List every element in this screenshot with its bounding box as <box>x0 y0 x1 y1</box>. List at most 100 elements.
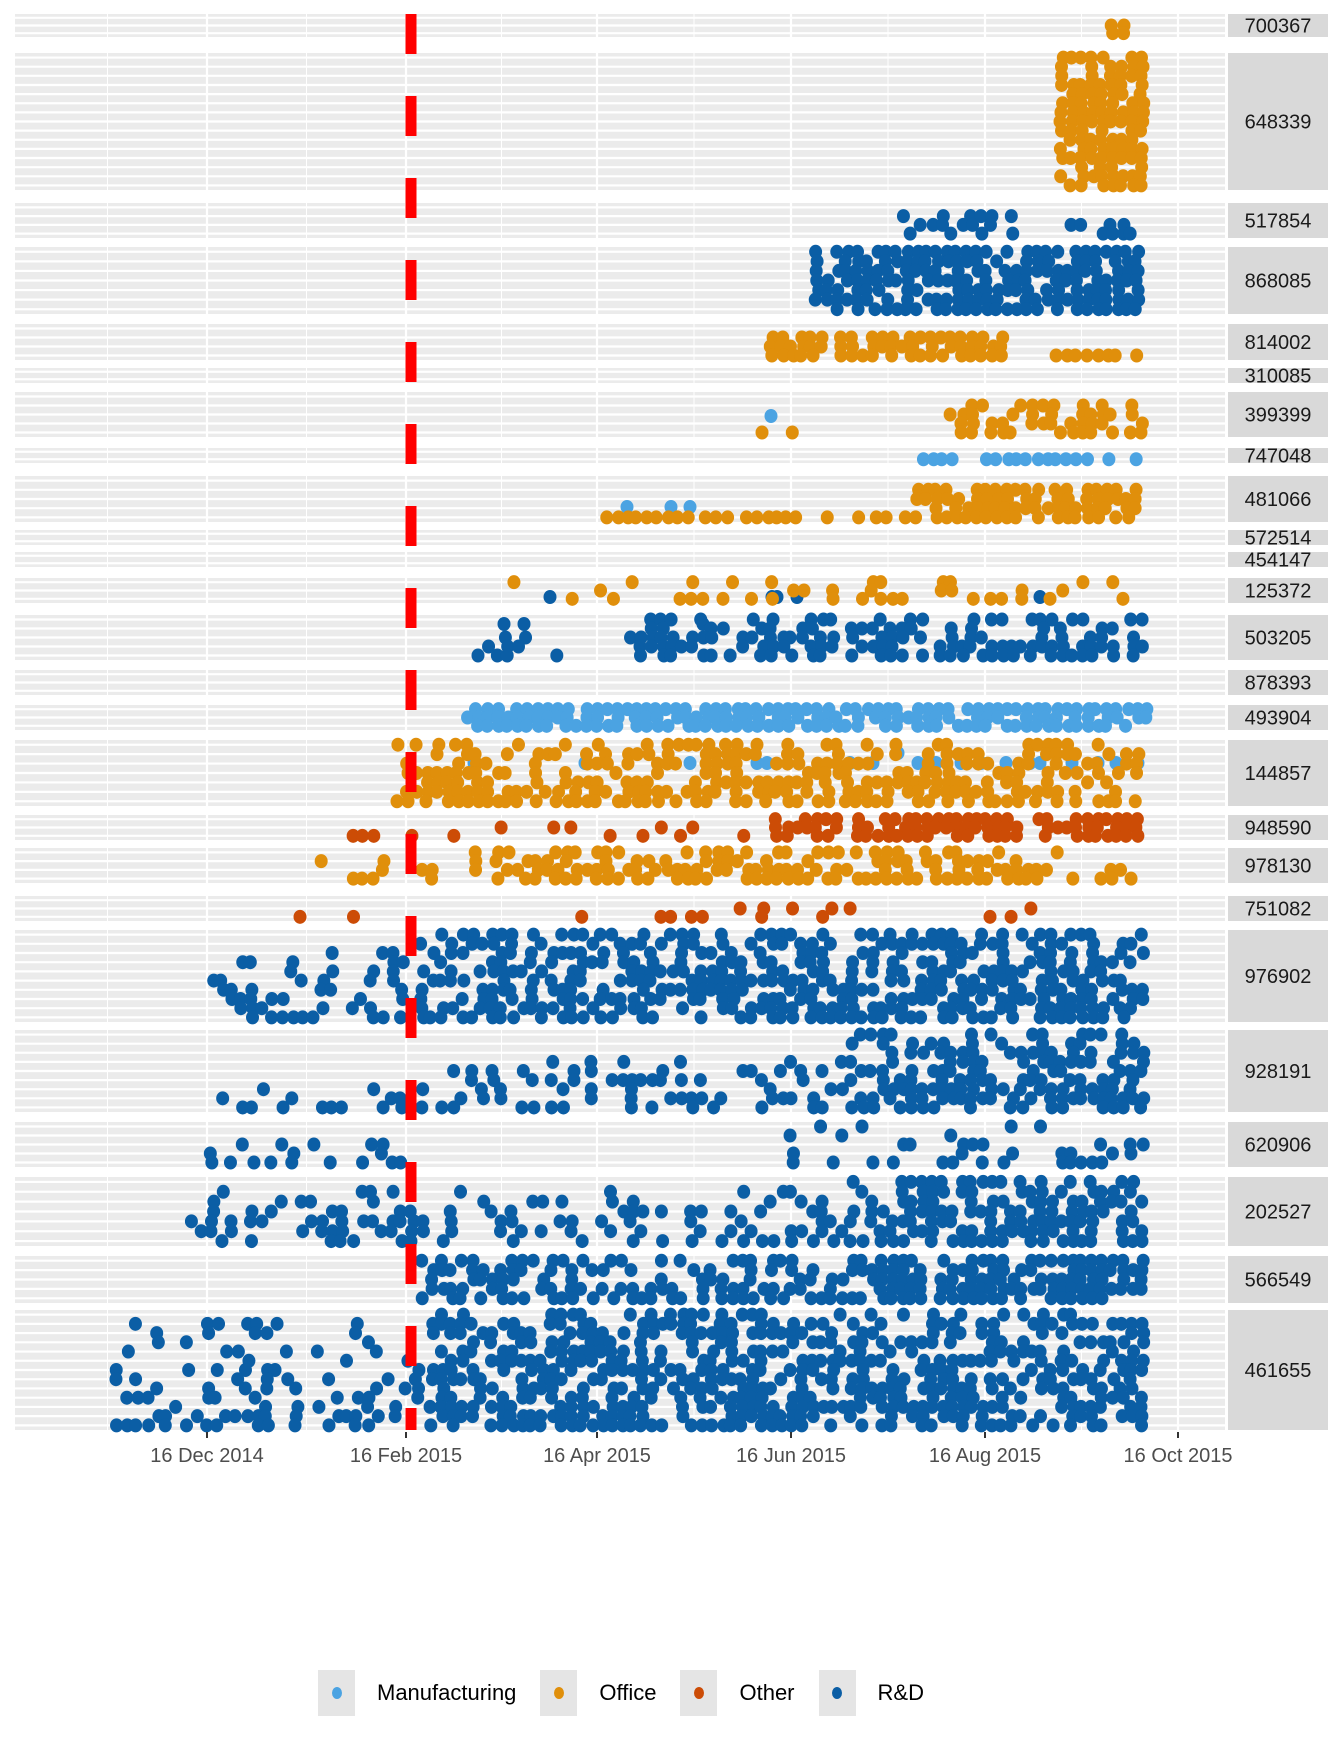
strip-493904: 493904 <box>1228 705 1328 730</box>
points-751082 <box>293 901 1038 924</box>
strip-label: 454147 <box>1245 550 1312 572</box>
strip-620906: 620906 <box>1228 1122 1328 1167</box>
legend-item-office: Office <box>540 1670 674 1716</box>
points-978130 <box>314 845 1138 886</box>
strip-202527: 202527 <box>1228 1177 1328 1246</box>
strip-label: 620906 <box>1245 1135 1312 1157</box>
strip-481066: 481066 <box>1228 476 1328 522</box>
strip-label: 648339 <box>1245 112 1312 134</box>
strip-label: 481066 <box>1245 489 1312 511</box>
points-928191 <box>216 1027 1151 1115</box>
strip-label: 948590 <box>1245 818 1312 840</box>
strip-label: 814002 <box>1245 332 1312 354</box>
legend-item-manufacturing: Manufacturing <box>318 1670 534 1716</box>
panel-700367 <box>15 14 1225 37</box>
x-tick-label: 16 Apr 2015 <box>543 1445 651 1467</box>
panel-454147 <box>15 552 1225 567</box>
strip-label: 700367 <box>1245 16 1312 38</box>
panel-310085 <box>15 368 1225 383</box>
dot-icon <box>693 1687 704 1699</box>
panel-878393 <box>15 670 1225 695</box>
strip-399399: 399399 <box>1228 392 1328 437</box>
strip-517854: 517854 <box>1228 203 1328 238</box>
points-517854 <box>896 209 1137 241</box>
legend: Manufacturing Office Other R&D <box>318 1670 948 1716</box>
dot-icon <box>331 1687 342 1699</box>
strip-label: 503205 <box>1245 628 1312 650</box>
panel-751082 <box>15 896 1225 921</box>
panel-814002 <box>15 324 1225 360</box>
strip-label: 310085 <box>1245 366 1312 388</box>
legend-item-other: Other <box>680 1670 812 1716</box>
x-tick-label: 16 Aug 2015 <box>929 1445 1041 1467</box>
points-481066 <box>600 482 1143 525</box>
strip-label: 125372 <box>1245 581 1312 603</box>
strip-566549: 566549 <box>1228 1256 1328 1303</box>
legend-key <box>818 1670 856 1716</box>
strip-label: 868085 <box>1245 271 1312 293</box>
strip-label: 978130 <box>1245 856 1312 878</box>
strip-label: 461655 <box>1245 1360 1312 1382</box>
legend-key <box>540 1670 578 1716</box>
x-tick-label: 16 Dec 2014 <box>150 1445 263 1467</box>
panel-648339 <box>15 53 1225 190</box>
legend-label: Other <box>739 1680 795 1705</box>
strip-751082: 751082 <box>1228 896 1328 921</box>
strip-125372: 125372 <box>1228 578 1328 603</box>
points-202527 <box>184 1174 1149 1249</box>
panel-572514 <box>15 530 1225 545</box>
strip-label: 493904 <box>1245 708 1312 730</box>
panel-517854 <box>15 203 1225 238</box>
strip-700367: 700367 <box>1228 14 1328 38</box>
strip-310085: 310085 <box>1228 366 1328 388</box>
legend-key <box>680 1670 718 1716</box>
strip-label: 976902 <box>1245 966 1312 988</box>
data-points <box>109 18 1154 1433</box>
points-700367 <box>1104 18 1131 41</box>
x-tick-label: 16 Feb 2015 <box>350 1445 462 1467</box>
strip-label: 751082 <box>1245 899 1312 921</box>
points-399399 <box>755 398 1149 440</box>
x-tick-label: 16 Oct 2015 <box>1124 1445 1233 1467</box>
points-125372 <box>507 575 1130 606</box>
points-310085 <box>764 409 778 423</box>
strip-label: 566549 <box>1245 1270 1312 1292</box>
points-814002 <box>763 330 1144 363</box>
strip-868085: 868085 <box>1228 247 1328 314</box>
points-648339 <box>1053 50 1151 193</box>
points-620906 <box>203 1119 1150 1170</box>
x-tick-label: 16 Jun 2015 <box>736 1445 846 1467</box>
strip-572514: 572514 <box>1228 528 1328 550</box>
points-144857 <box>390 737 1146 809</box>
legend-label: Manufacturing <box>377 1680 517 1705</box>
x-axis: 16 Dec 2014 16 Feb 2015 16 Apr 2015 16 Jun … <box>150 1432 1232 1467</box>
legend-label: Office <box>599 1680 657 1705</box>
points-566549 <box>415 1253 1150 1306</box>
strip-label: 399399 <box>1245 405 1312 427</box>
strip-503205: 503205 <box>1228 615 1328 660</box>
strip-747048: 747048 <box>1228 446 1328 468</box>
strip-814002: 814002 <box>1228 324 1328 360</box>
strip-label: 144857 <box>1245 763 1312 785</box>
strip-461655: 461655 <box>1228 1310 1328 1430</box>
strip-948590: 948590 <box>1228 815 1328 840</box>
legend-label: R&D <box>877 1680 924 1705</box>
strip-928191: 928191 <box>1228 1030 1328 1112</box>
panel-399399 <box>15 392 1225 437</box>
strip-label: 572514 <box>1245 528 1312 550</box>
strip-454147: 454147 <box>1228 550 1328 572</box>
facet-strip-labels: 700367 648339 517854 868085 814002 310085 3993… <box>1228 14 1328 1430</box>
legend-item-rnd: R&D <box>818 1670 942 1716</box>
dot-icon <box>832 1687 843 1699</box>
dot-icon <box>553 1687 564 1699</box>
strip-878393: 878393 <box>1228 670 1328 695</box>
legend-key <box>318 1670 355 1716</box>
strip-976902: 976902 <box>1228 930 1328 1022</box>
strip-648339: 648339 <box>1228 53 1328 190</box>
strip-label: 747048 <box>1245 446 1312 468</box>
strip-label: 202527 <box>1245 1202 1312 1224</box>
points-461655 <box>109 1307 1151 1433</box>
strip-144857: 144857 <box>1228 740 1328 806</box>
points-868085 <box>808 244 1146 317</box>
